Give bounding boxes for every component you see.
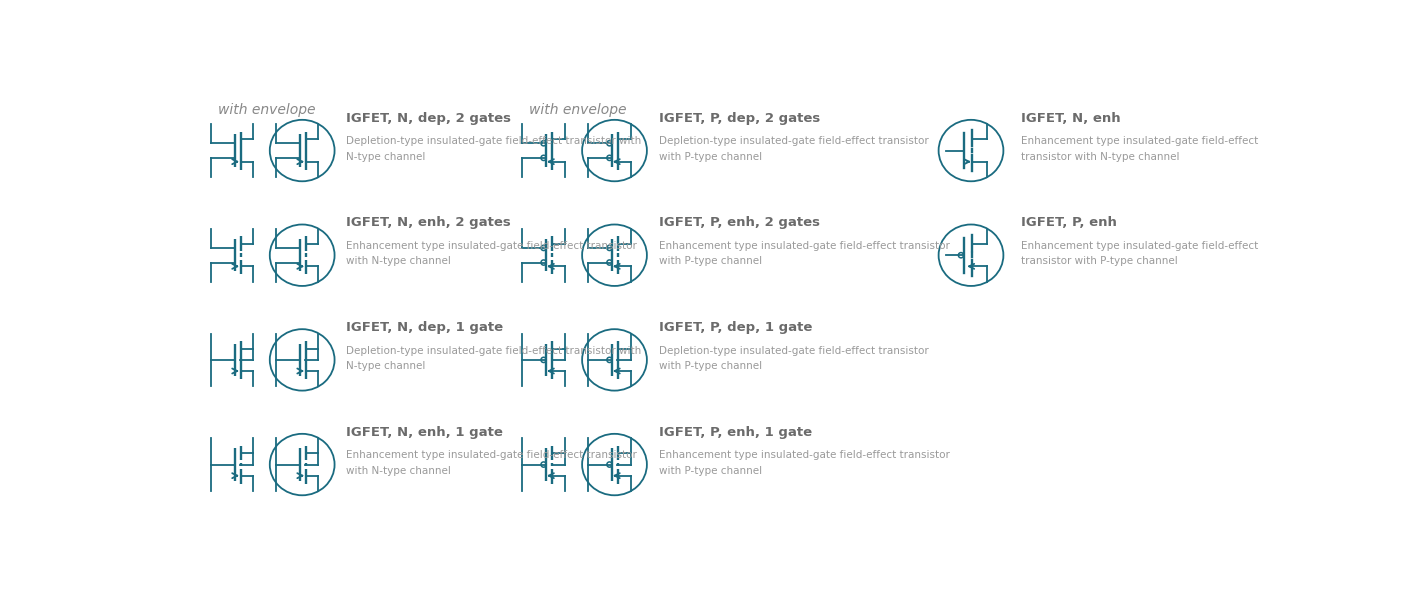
Text: transistor with N-type channel: transistor with N-type channel bbox=[1022, 152, 1180, 162]
Text: with P-type channel: with P-type channel bbox=[658, 361, 762, 371]
Text: Enhancement type insulated-gate field-effect: Enhancement type insulated-gate field-ef… bbox=[1022, 241, 1259, 251]
Text: IGFET, N, enh, 2 gates: IGFET, N, enh, 2 gates bbox=[346, 216, 510, 229]
Text: Enhancement type insulated-gate field-effect transistor: Enhancement type insulated-gate field-ef… bbox=[346, 241, 636, 251]
Text: Enhancement type insulated-gate field-effect: Enhancement type insulated-gate field-ef… bbox=[1022, 137, 1259, 147]
Text: IGFET, P, dep, 2 gates: IGFET, P, dep, 2 gates bbox=[658, 112, 820, 125]
Text: IGFET, N, dep, 1 gate: IGFET, N, dep, 1 gate bbox=[346, 321, 503, 334]
Text: IGFET, N, enh: IGFET, N, enh bbox=[1022, 112, 1121, 125]
Text: transistor with P-type channel: transistor with P-type channel bbox=[1022, 256, 1178, 267]
Text: IGFET, N, dep, 2 gates: IGFET, N, dep, 2 gates bbox=[346, 112, 510, 125]
Text: IGFET, P, dep, 1 gate: IGFET, P, dep, 1 gate bbox=[658, 321, 812, 334]
Text: Depletion-type insulated-gate field-effect transistor: Depletion-type insulated-gate field-effe… bbox=[658, 137, 928, 147]
Text: IGFET, N, enh, 1 gate: IGFET, N, enh, 1 gate bbox=[346, 426, 503, 439]
Text: IGFET, P, enh: IGFET, P, enh bbox=[1022, 216, 1118, 229]
Text: Enhancement type insulated-gate field-effect transistor: Enhancement type insulated-gate field-ef… bbox=[658, 450, 950, 460]
Text: N-type channel: N-type channel bbox=[346, 361, 425, 371]
Text: with envelope: with envelope bbox=[218, 103, 315, 117]
Text: with P-type channel: with P-type channel bbox=[658, 466, 762, 476]
Text: IGFET, P, enh, 2 gates: IGFET, P, enh, 2 gates bbox=[658, 216, 820, 229]
Text: N-type channel: N-type channel bbox=[346, 152, 425, 162]
Text: with P-type channel: with P-type channel bbox=[658, 152, 762, 162]
Text: Depletion-type insulated-gate field-effect transistor with: Depletion-type insulated-gate field-effe… bbox=[346, 346, 642, 356]
Text: Depletion-type insulated-gate field-effect transistor with: Depletion-type insulated-gate field-effe… bbox=[346, 137, 642, 147]
Text: Depletion-type insulated-gate field-effect transistor: Depletion-type insulated-gate field-effe… bbox=[658, 346, 928, 356]
Text: with P-type channel: with P-type channel bbox=[658, 256, 762, 267]
Text: Enhancement type insulated-gate field-effect transistor: Enhancement type insulated-gate field-ef… bbox=[346, 450, 636, 460]
Text: IGFET, P, enh, 1 gate: IGFET, P, enh, 1 gate bbox=[658, 426, 812, 439]
Text: with N-type channel: with N-type channel bbox=[346, 256, 451, 267]
Text: with N-type channel: with N-type channel bbox=[346, 466, 451, 476]
Text: Enhancement type insulated-gate field-effect transistor: Enhancement type insulated-gate field-ef… bbox=[658, 241, 950, 251]
Text: with envelope: with envelope bbox=[530, 103, 627, 117]
